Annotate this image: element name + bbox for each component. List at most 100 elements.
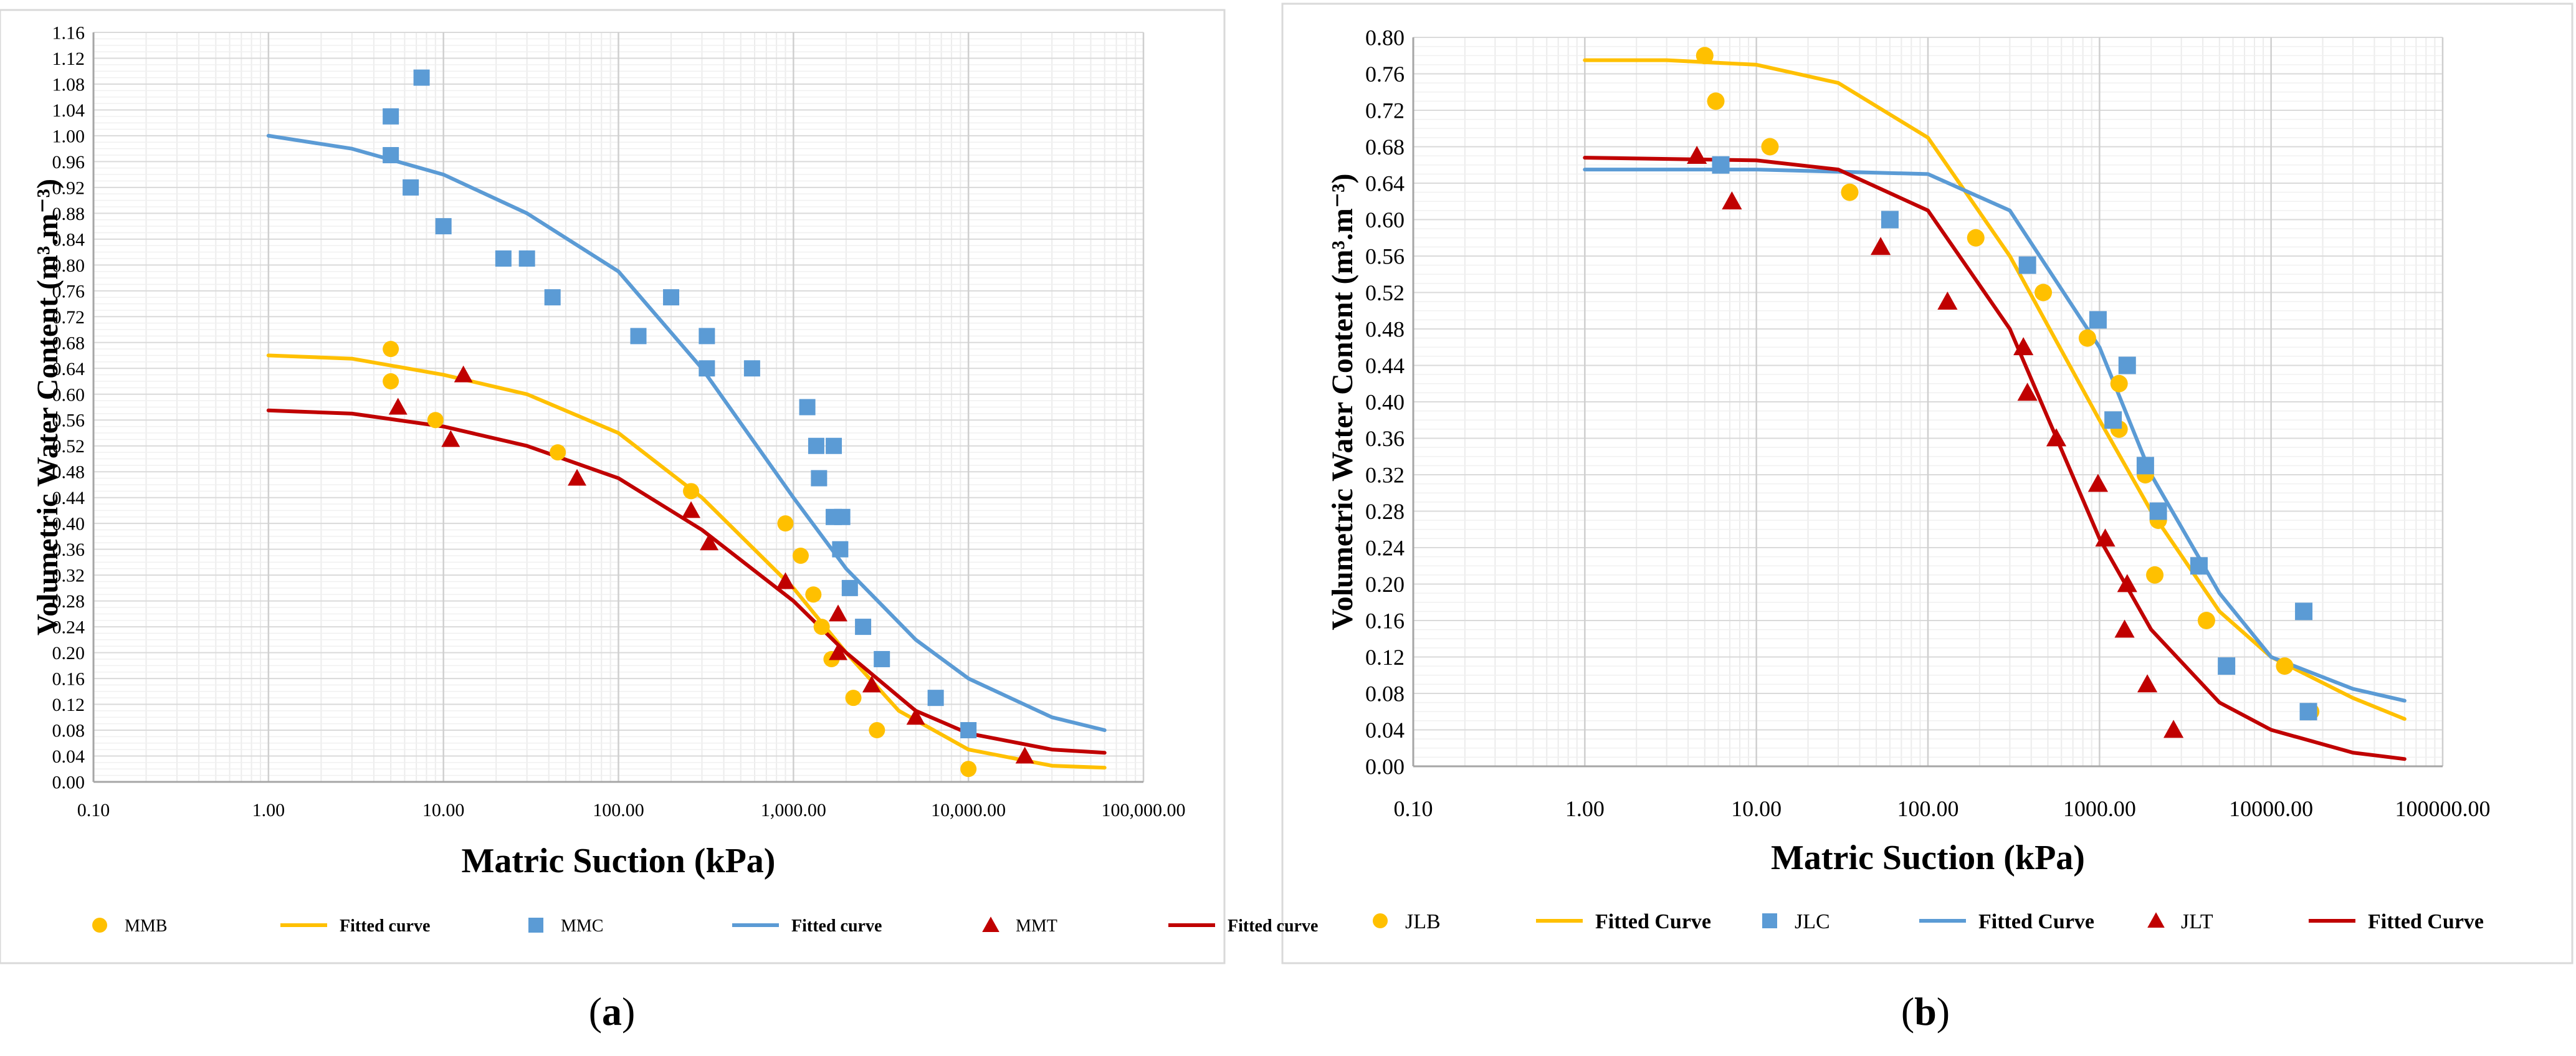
caption-a: (a): [589, 989, 636, 1034]
panel-a-y-tick-label: 0.04: [52, 746, 85, 767]
panel-a-point-mmt: [829, 643, 847, 660]
panel-a-y-tick-label: 0.24: [52, 617, 85, 638]
caption-b-letter: b: [1914, 989, 1937, 1034]
panel-a-y-tick-label: 0.56: [52, 411, 85, 431]
panel-b-point-jlt: [2163, 720, 2184, 738]
panel-b-y-tick-label: 0.80: [1365, 26, 1405, 50]
panel-a-y-tick-label: 0.88: [52, 204, 85, 224]
panel-a-y-tick-label: 0.16: [52, 669, 85, 690]
panel-a-point-mmt: [1015, 746, 1034, 764]
panel-b-x-tick-label: 1.00: [1565, 796, 1605, 821]
panel-b-point-jlc: [2136, 457, 2154, 475]
panel-a-y-tick-label: 0.92: [52, 178, 85, 198]
panel-a-point-mmc: [841, 579, 858, 596]
panel-a-y-tick-label: 0.76: [52, 281, 85, 302]
panel-a-point-mmt: [388, 397, 408, 415]
panel-a-legend-label: MMC: [561, 916, 603, 936]
panel-a-point-mmt: [862, 675, 881, 693]
panel-b-fitted-curve-jlt: [1583, 156, 2407, 761]
panel-b-point-jlc: [2104, 411, 2122, 429]
panel-b-point-jlt: [2087, 473, 2109, 492]
panel-a-legend-swatch-triangle: [982, 916, 999, 933]
panel-b-y-tick-label: 0.56: [1365, 244, 1405, 269]
panel-b-point-jlb: [1967, 229, 1985, 247]
panel-a-y-tick-label: 1.00: [52, 126, 85, 146]
panel-b-y-tick-label: 0.04: [1365, 718, 1405, 743]
panel-b-point-jlt: [1870, 237, 1891, 255]
panel-b-legend-label: Fitted Curve: [1595, 910, 1711, 933]
panel-a-frame: [0, 9, 1226, 964]
panel-a-point-mmc: [960, 722, 977, 739]
panel-a-x-tick-label: 100,000.00: [1102, 800, 1186, 821]
panel-b-y-tick-label: 0.24: [1365, 536, 1405, 561]
panel-b-point-jlb: [2035, 283, 2053, 302]
panel-b-x-axis-title: Matric Suction (kPa): [1771, 839, 2085, 877]
panel-b-y-axis-title: Volumetric Water Content (m³.m⁻³): [1326, 173, 1359, 630]
panel-a-point-mmc: [799, 399, 816, 416]
panel-a-point-mmb: [813, 619, 830, 635]
panel-a-fitted-curve-mmb: [266, 353, 1107, 770]
panel-b-point-jlt: [2117, 574, 2137, 592]
panel-b-y-tick-label: 0.48: [1365, 317, 1405, 342]
panel-a-y-tick-label: 0.40: [52, 514, 85, 535]
panel-a-point-mmt: [454, 365, 473, 383]
panel-a-y-tick-label: 0.44: [52, 488, 85, 508]
panel-b-y-tick-label: 0.12: [1365, 645, 1405, 670]
panel-a-point-mmt: [906, 708, 925, 725]
panel-a-point-mmc: [413, 69, 430, 86]
panel-b-legend-swatch-circle: [1373, 913, 1388, 928]
panel-a-point-mmb: [777, 515, 794, 532]
panel-b-point-jlb: [2276, 657, 2294, 675]
panel-a-point-mmc: [495, 250, 512, 267]
panel-b-y-tick-label: 0.28: [1365, 499, 1405, 524]
panel-b-point-jlt: [2013, 337, 2034, 356]
panel-b-x-tick-label: 0.10: [1394, 796, 1433, 821]
panel-b-point-jlc: [2089, 311, 2107, 329]
panel-a-y-tick-label: 0.36: [52, 540, 85, 560]
panel-a-fitted-curve-mmt: [266, 408, 1107, 755]
panel-a-y-tick-label: 1.04: [52, 100, 85, 121]
panel-b-legend-label: JLB: [1405, 910, 1441, 933]
panel-a-y-tick-label: 0.84: [52, 229, 85, 250]
panel-b-point-jlb: [2110, 374, 2128, 392]
panel-b-point-jlb: [2146, 566, 2164, 584]
caption-b: (b): [1901, 989, 1950, 1034]
panel-a-y-tick-label: 0.72: [52, 307, 85, 328]
panel-b-point-jlt: [2137, 674, 2158, 693]
panel-a-legend-label: Fitted curve: [340, 916, 430, 936]
panel-a-point-mmc: [435, 218, 452, 235]
panel-a-x-axis-title: Matric Suction (kPa): [462, 842, 776, 880]
panel-a-point-mmt: [700, 533, 719, 551]
panel-a-point-mmb: [683, 483, 700, 500]
panel-a-point-mmc: [699, 360, 715, 377]
panel-a-point-mmc: [832, 541, 849, 558]
panel-a-point-mmc: [927, 690, 944, 706]
panel-a-point-mmt: [682, 501, 700, 518]
panel-a-point-mmc: [403, 179, 419, 196]
panel-b-x-tick-label: 100000.00: [2395, 796, 2491, 821]
panel-b-point-jlt: [1722, 191, 1742, 210]
panel-a-point-mmc: [699, 328, 715, 345]
panel-b-y-tick-label: 0.60: [1365, 207, 1405, 232]
panel-a-point-mmt: [441, 430, 460, 447]
panel-b-point-jlt: [2046, 428, 2067, 447]
panel-a-point-mmb: [845, 690, 862, 706]
panel-a-x-tick-label: 0.10: [77, 800, 110, 821]
panel-a-legend-label: MMB: [125, 916, 167, 936]
panel-b-y-tick-label: 0.16: [1365, 609, 1405, 634]
panel-a-legend-label: MMT: [1016, 916, 1057, 936]
panel-a-legend-swatch-circle: [92, 918, 107, 933]
panel-b-legend-swatch-triangle: [2147, 912, 2165, 928]
panel-b-y-tick-label: 0.20: [1365, 572, 1405, 597]
panel-a-point-mmc: [811, 470, 828, 487]
panel-a-point-mmc: [743, 360, 760, 377]
panel-b-y-tick-label: 0.72: [1365, 98, 1405, 123]
panel-a-legend-swatch-square: [528, 918, 543, 933]
panel-a-y-tick-label: 0.48: [52, 462, 85, 483]
panel-b-y-tick-label: 0.64: [1365, 171, 1405, 196]
panel-a-point-mmc: [630, 328, 647, 345]
panel-a-y-tick-label: 0.20: [52, 643, 85, 664]
panel-a-point-mmt: [776, 572, 795, 589]
